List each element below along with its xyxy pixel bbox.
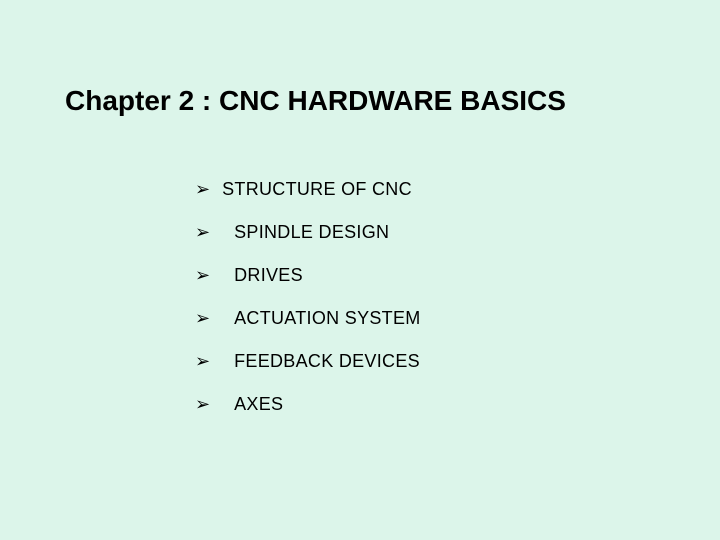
- bullet-label: ACTUATION SYSTEM: [222, 308, 420, 329]
- bullet-marker-icon: ➢: [195, 351, 210, 372]
- slide-container: Chapter 2 : CNC HARDWARE BASICS ➢ STRUCT…: [0, 0, 720, 415]
- bullet-label: SPINDLE DESIGN: [222, 222, 389, 243]
- list-item: ➢ ACTUATION SYSTEM: [195, 308, 720, 329]
- bullet-list: ➢ STRUCTURE OF CNC ➢ SPINDLE DESIGN ➢ DR…: [195, 179, 720, 415]
- list-item: ➢ FEEDBACK DEVICES: [195, 351, 720, 372]
- bullet-marker-icon: ➢: [195, 222, 210, 243]
- list-item: ➢ STRUCTURE OF CNC: [195, 179, 720, 200]
- list-item: ➢ AXES: [195, 394, 720, 415]
- list-item: ➢ SPINDLE DESIGN: [195, 222, 720, 243]
- bullet-label: DRIVES: [222, 265, 303, 286]
- chapter-title: Chapter 2 : CNC HARDWARE BASICS: [65, 85, 720, 117]
- bullet-marker-icon: ➢: [195, 394, 210, 415]
- list-item: ➢ DRIVES: [195, 265, 720, 286]
- bullet-label: STRUCTURE OF CNC: [222, 179, 412, 200]
- bullet-marker-icon: ➢: [195, 265, 210, 286]
- bullet-label: AXES: [222, 394, 283, 415]
- bullet-marker-icon: ➢: [195, 179, 210, 200]
- bullet-label: FEEDBACK DEVICES: [222, 351, 420, 372]
- bullet-marker-icon: ➢: [195, 308, 210, 329]
